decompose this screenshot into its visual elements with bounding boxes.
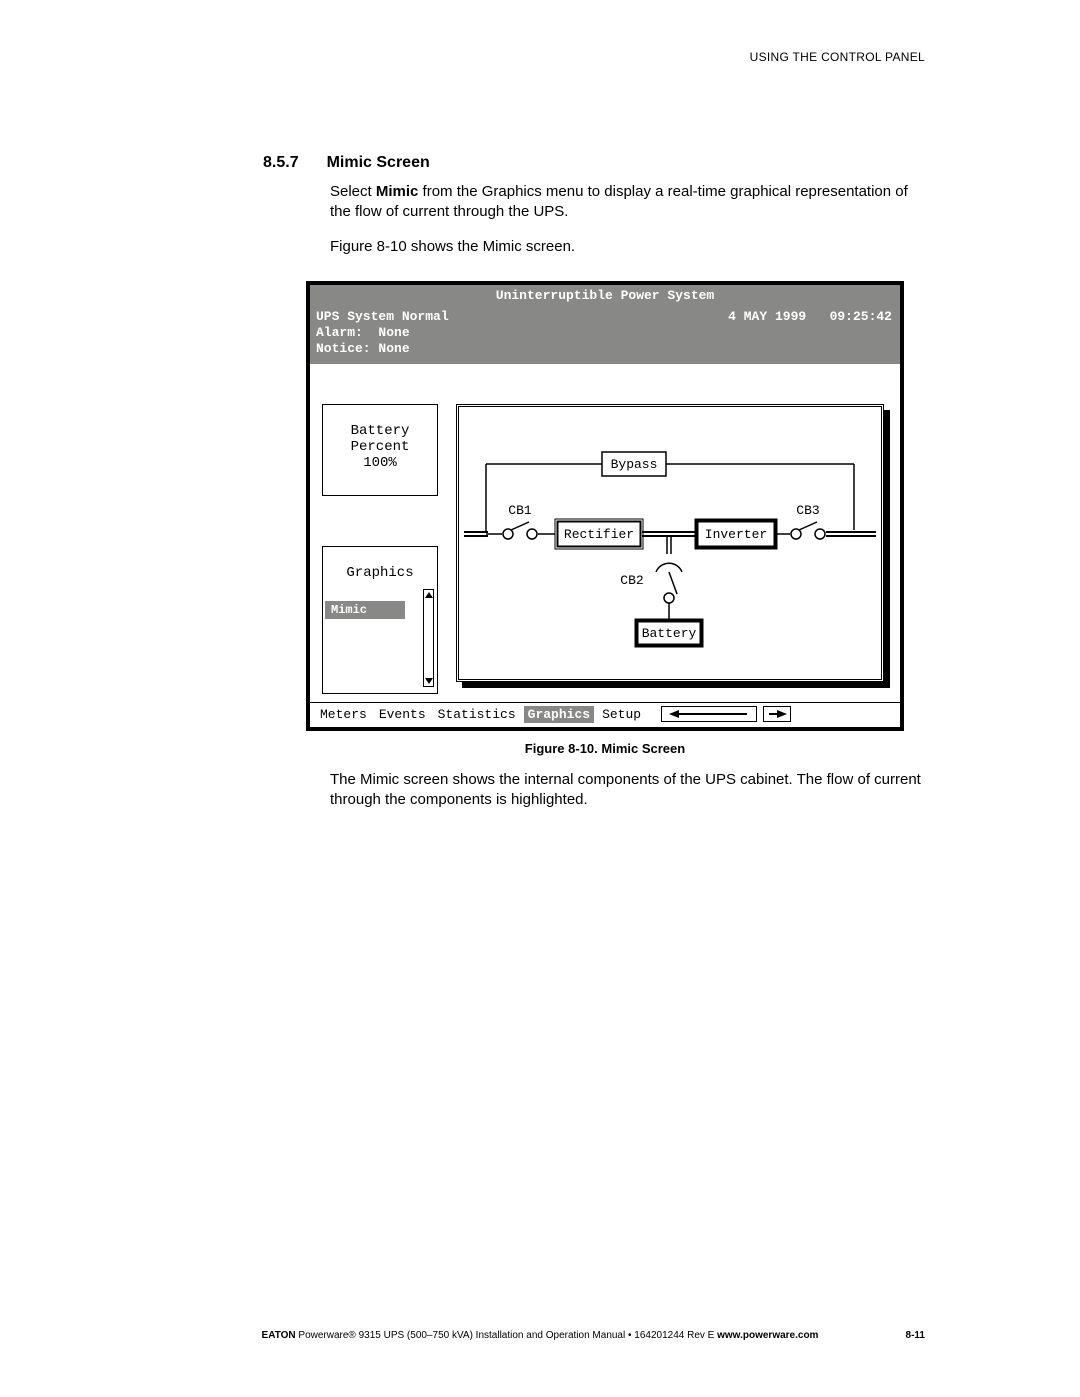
paragraph-2: Figure 8-10 shows the Mimic screen. (330, 237, 925, 257)
scrollbar[interactable] (423, 589, 434, 687)
lcd-status-left: UPS System Normal Alarm: None Notice: No… (316, 309, 449, 358)
figure-caption: Figure 8-10. Mimic Screen (306, 741, 904, 756)
page-header: USING THE CONTROL PANEL (155, 50, 925, 64)
lcd-menu-bar: Meters Events Statistics Graphics Setup (310, 702, 900, 727)
para1-bold: Mimic (376, 183, 419, 200)
mimic-menu-item[interactable]: Mimic (325, 601, 405, 619)
lcd-screen: Uninterruptible Power System UPS System … (306, 281, 904, 731)
figure-wrap: Uninterruptible Power System UPS System … (306, 281, 925, 731)
paragraph-1: Select Mimic from the Graphics menu to d… (330, 182, 925, 223)
menu-events[interactable]: Events (375, 706, 430, 723)
section-number: 8.5.7 (263, 154, 299, 172)
lcd-status-bar: UPS System Normal Alarm: None Notice: No… (310, 306, 900, 364)
inverter-label: Inverter (705, 527, 767, 542)
cb2-label: CB2 (620, 573, 643, 588)
menu-right-arrow[interactable] (763, 706, 791, 722)
page-number: 8-11 (906, 1330, 925, 1341)
batt-l3: 100% (331, 455, 429, 471)
graphics-label: Graphics (323, 565, 437, 581)
cb3-label: CB3 (796, 503, 819, 518)
mimic-diagram: Bypass CB1 (456, 404, 884, 692)
footer-url: www.powerware.com (717, 1330, 818, 1341)
footer-mid: Powerware® 9315 UPS (500–750 kVA) Instal… (296, 1330, 718, 1341)
batt-l1: Battery (331, 423, 429, 439)
menu-setup[interactable]: Setup (598, 706, 645, 723)
footer-brand: EATON (262, 1330, 296, 1341)
battery-percent-box: Battery Percent 100% (322, 404, 438, 496)
lcd-date: 4 MAY 1999 (728, 309, 806, 324)
lcd-status-right: 4 MAY 1999 09:25:42 (728, 309, 892, 358)
scroll-down-icon[interactable] (425, 678, 433, 684)
menu-statistics[interactable]: Statistics (434, 706, 520, 723)
graphics-menu-box: Graphics Mimic (322, 546, 438, 694)
paragraph-3: The Mimic screen shows the internal comp… (330, 770, 925, 811)
status-l2: Alarm: None (316, 325, 410, 340)
menu-graphics[interactable]: Graphics (524, 706, 594, 723)
bypass-label: Bypass (611, 457, 658, 472)
section-title: Mimic Screen (327, 154, 430, 172)
status-l3: Notice: None (316, 341, 410, 356)
lcd-title: Uninterruptible Power System (310, 285, 900, 306)
rectifier-label: Rectifier (564, 527, 634, 542)
status-l1: UPS System Normal (316, 309, 449, 324)
lcd-time: 09:25:42 (830, 309, 892, 324)
scroll-up-icon[interactable] (425, 592, 433, 598)
batt-l2: Percent (331, 439, 429, 455)
para1-a: Select (330, 183, 376, 200)
menu-meters[interactable]: Meters (316, 706, 371, 723)
battery-label: Battery (642, 626, 697, 641)
menu-left-arrow[interactable] (661, 706, 757, 722)
cb1-label: CB1 (508, 503, 532, 518)
